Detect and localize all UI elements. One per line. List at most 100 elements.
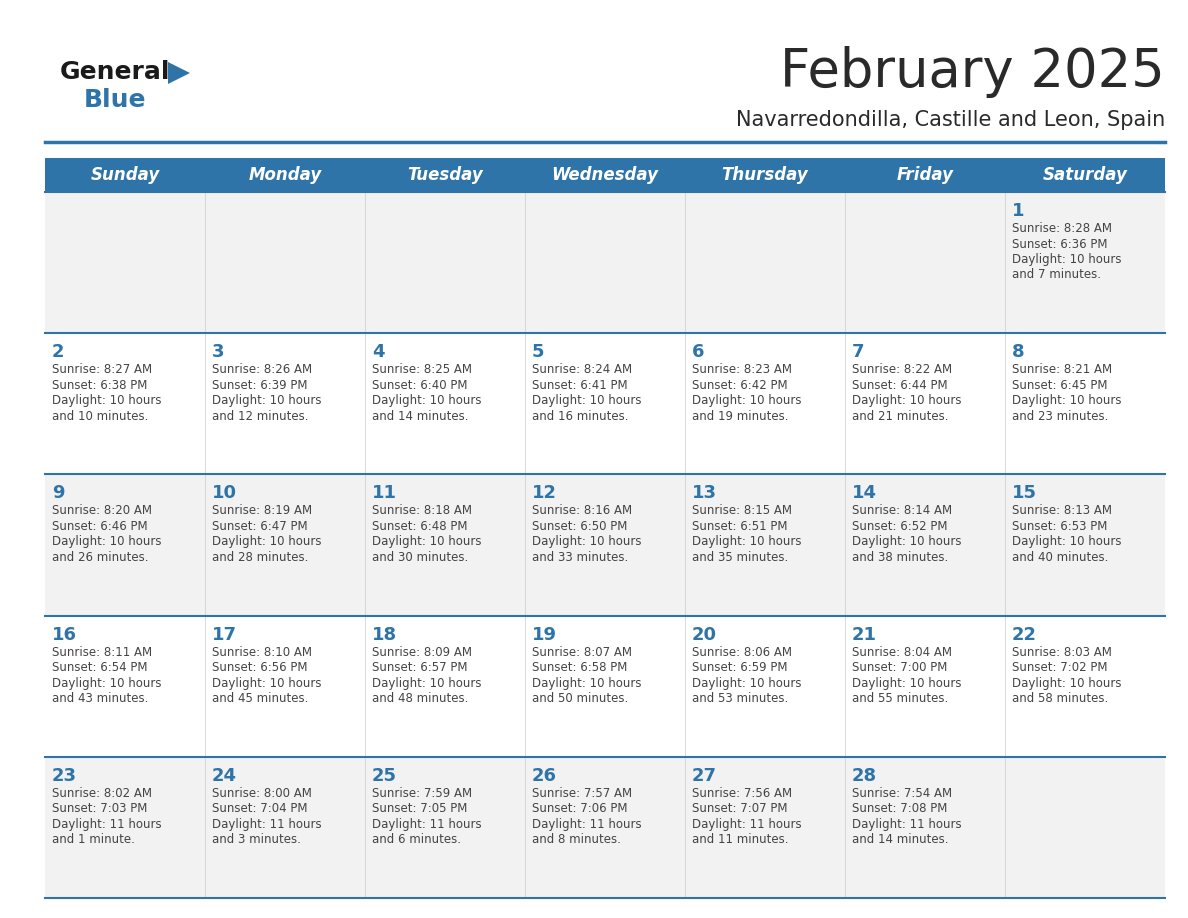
Text: Sunrise: 8:20 AM: Sunrise: 8:20 AM [52,504,152,518]
Text: Daylight: 11 hours: Daylight: 11 hours [852,818,961,831]
Text: Sunrise: 8:02 AM: Sunrise: 8:02 AM [52,787,152,800]
Text: Sunrise: 7:56 AM: Sunrise: 7:56 AM [691,787,792,800]
Text: and 33 minutes.: and 33 minutes. [532,551,628,564]
Text: Sunrise: 8:11 AM: Sunrise: 8:11 AM [52,645,152,658]
Text: Sunset: 6:53 PM: Sunset: 6:53 PM [1012,520,1107,533]
Text: Sunrise: 8:15 AM: Sunrise: 8:15 AM [691,504,792,518]
Text: Sunrise: 8:24 AM: Sunrise: 8:24 AM [532,364,632,376]
Text: 22: 22 [1012,625,1037,644]
Text: Sunrise: 8:16 AM: Sunrise: 8:16 AM [532,504,632,518]
Text: Daylight: 10 hours: Daylight: 10 hours [372,677,481,689]
Text: Sunset: 7:08 PM: Sunset: 7:08 PM [852,802,947,815]
Text: Wednesday: Wednesday [551,166,658,184]
Text: 14: 14 [852,485,877,502]
Text: Daylight: 10 hours: Daylight: 10 hours [532,677,642,689]
Text: 9: 9 [52,485,64,502]
Bar [45,158,1165,192]
Text: and 40 minutes.: and 40 minutes. [1012,551,1108,564]
Text: Sunrise: 8:26 AM: Sunrise: 8:26 AM [211,364,312,376]
Text: Sunset: 6:51 PM: Sunset: 6:51 PM [691,520,788,533]
Text: and 23 minutes.: and 23 minutes. [1012,409,1108,422]
Text: and 14 minutes.: and 14 minutes. [372,409,468,422]
Text: Sunrise: 8:04 AM: Sunrise: 8:04 AM [852,645,952,658]
Text: 11: 11 [372,485,397,502]
Text: Sunrise: 8:18 AM: Sunrise: 8:18 AM [372,504,472,518]
Text: Sunrise: 8:14 AM: Sunrise: 8:14 AM [852,504,952,518]
Text: Daylight: 10 hours: Daylight: 10 hours [691,677,802,689]
Text: Sunrise: 8:00 AM: Sunrise: 8:00 AM [211,787,312,800]
Text: Sunset: 7:03 PM: Sunset: 7:03 PM [52,802,147,815]
Text: Sunset: 6:59 PM: Sunset: 6:59 PM [691,661,788,674]
Text: Daylight: 10 hours: Daylight: 10 hours [372,535,481,548]
Text: Friday: Friday [897,166,954,184]
Text: Sunrise: 8:27 AM: Sunrise: 8:27 AM [52,364,152,376]
Text: 8: 8 [1012,343,1024,361]
Text: and 19 minutes.: and 19 minutes. [691,409,789,422]
Text: and 14 minutes.: and 14 minutes. [852,834,948,846]
Text: 21: 21 [852,625,877,644]
Text: Sunrise: 8:21 AM: Sunrise: 8:21 AM [1012,364,1112,376]
Text: Daylight: 10 hours: Daylight: 10 hours [852,394,961,408]
Text: 6: 6 [691,343,704,361]
Text: Daylight: 10 hours: Daylight: 10 hours [372,394,481,408]
Text: Daylight: 10 hours: Daylight: 10 hours [1012,394,1121,408]
Text: and 26 minutes.: and 26 minutes. [52,551,148,564]
Text: Sunset: 6:54 PM: Sunset: 6:54 PM [52,661,147,674]
Text: Sunset: 7:06 PM: Sunset: 7:06 PM [532,802,627,815]
Text: Sunset: 6:45 PM: Sunset: 6:45 PM [1012,379,1107,392]
Text: Sunrise: 8:10 AM: Sunrise: 8:10 AM [211,645,312,658]
Text: Daylight: 10 hours: Daylight: 10 hours [1012,535,1121,548]
Text: Sunset: 7:05 PM: Sunset: 7:05 PM [372,802,467,815]
Text: Sunset: 6:44 PM: Sunset: 6:44 PM [852,379,948,392]
Text: 4: 4 [372,343,385,361]
Text: Daylight: 10 hours: Daylight: 10 hours [691,394,802,408]
Text: and 6 minutes.: and 6 minutes. [372,834,461,846]
Text: Daylight: 10 hours: Daylight: 10 hours [211,394,322,408]
Text: and 35 minutes.: and 35 minutes. [691,551,789,564]
Text: Daylight: 10 hours: Daylight: 10 hours [52,394,162,408]
Text: 24: 24 [211,767,236,785]
Text: Daylight: 10 hours: Daylight: 10 hours [691,535,802,548]
Text: Daylight: 11 hours: Daylight: 11 hours [691,818,802,831]
Text: and 58 minutes.: and 58 minutes. [1012,692,1108,705]
Bar [45,333,1165,475]
Text: Sunset: 6:48 PM: Sunset: 6:48 PM [372,520,468,533]
Text: Sunrise: 8:28 AM: Sunrise: 8:28 AM [1012,222,1112,235]
Text: and 12 minutes.: and 12 minutes. [211,409,309,422]
Text: and 16 minutes.: and 16 minutes. [532,409,628,422]
Text: Sunset: 6:58 PM: Sunset: 6:58 PM [532,661,627,674]
Text: Sunrise: 8:13 AM: Sunrise: 8:13 AM [1012,504,1112,518]
Text: and 45 minutes.: and 45 minutes. [211,692,309,705]
Text: Sunset: 6:42 PM: Sunset: 6:42 PM [691,379,788,392]
Text: and 53 minutes.: and 53 minutes. [691,692,789,705]
Text: Saturday: Saturday [1043,166,1127,184]
Text: 2: 2 [52,343,64,361]
Text: Daylight: 10 hours: Daylight: 10 hours [1012,677,1121,689]
Text: Sunset: 6:40 PM: Sunset: 6:40 PM [372,379,468,392]
Text: and 21 minutes.: and 21 minutes. [852,409,948,422]
Bar [45,616,1165,756]
Text: 23: 23 [52,767,77,785]
Text: Sunrise: 8:07 AM: Sunrise: 8:07 AM [532,645,632,658]
Text: 26: 26 [532,767,557,785]
Text: Thursday: Thursday [721,166,808,184]
Text: and 55 minutes.: and 55 minutes. [852,692,948,705]
Text: General: General [61,60,171,84]
Text: Daylight: 10 hours: Daylight: 10 hours [211,535,322,548]
Text: Tuesday: Tuesday [407,166,482,184]
Text: and 48 minutes.: and 48 minutes. [372,692,468,705]
Text: 1: 1 [1012,202,1024,220]
Text: Sunrise: 8:09 AM: Sunrise: 8:09 AM [372,645,472,658]
Text: 10: 10 [211,485,236,502]
Text: Sunset: 7:02 PM: Sunset: 7:02 PM [1012,661,1107,674]
Text: Sunset: 6:38 PM: Sunset: 6:38 PM [52,379,147,392]
Text: and 50 minutes.: and 50 minutes. [532,692,628,705]
Text: Daylight: 11 hours: Daylight: 11 hours [532,818,642,831]
Text: Sunrise: 8:22 AM: Sunrise: 8:22 AM [852,364,952,376]
Text: Sunrise: 8:25 AM: Sunrise: 8:25 AM [372,364,472,376]
Text: and 30 minutes.: and 30 minutes. [372,551,468,564]
Text: Sunset: 6:47 PM: Sunset: 6:47 PM [211,520,308,533]
Text: 19: 19 [532,625,557,644]
Text: Sunset: 6:52 PM: Sunset: 6:52 PM [852,520,948,533]
Polygon shape [168,62,190,84]
